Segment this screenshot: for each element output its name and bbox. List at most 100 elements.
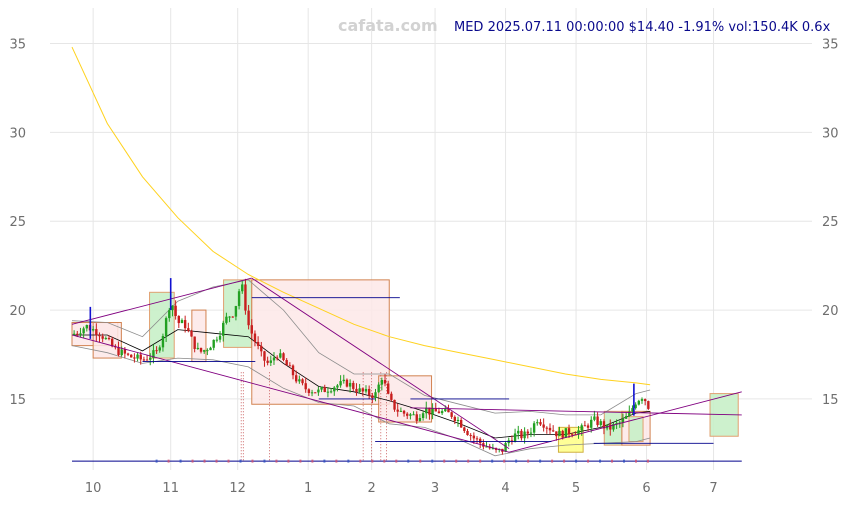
x-tick-label: 12 [229, 481, 246, 496]
candle-body [529, 432, 533, 434]
candle-body [590, 419, 593, 428]
candle-body [136, 354, 139, 359]
baseline-marker [323, 459, 326, 463]
candle-body [304, 383, 307, 390]
candle-body [155, 350, 158, 352]
candle-body [377, 384, 380, 393]
x-tick-label: 11 [162, 481, 179, 496]
candle-body [383, 379, 387, 384]
trend-line [71, 277, 252, 325]
candle-body [282, 353, 285, 361]
y-axis-left: 15 20 25 30 35 [9, 38, 26, 408]
baseline-marker [263, 459, 266, 463]
candle-body [110, 338, 114, 347]
baseline-marker [347, 459, 350, 463]
candle-body [459, 419, 463, 428]
candle-body [301, 379, 304, 384]
candle-body [577, 430, 580, 435]
baseline-marker [383, 459, 386, 463]
candle-body [517, 430, 520, 434]
overlay-lines [71, 277, 742, 463]
x-tick-label: 10 [85, 481, 102, 496]
candle-body [624, 416, 628, 419]
candle-body [472, 435, 476, 439]
x-tick-label: 5 [572, 481, 580, 496]
candle-body [355, 388, 358, 392]
candle-body [168, 310, 171, 319]
trend-line [251, 277, 510, 450]
x-tick-label: 7 [709, 481, 717, 496]
x-tick-label: 6 [642, 481, 650, 496]
candle-body [142, 359, 146, 361]
y-tick-label: 25 [822, 215, 839, 230]
candle-body [256, 341, 260, 346]
candle-body [437, 411, 441, 414]
candle-body [634, 404, 637, 409]
candle-body [174, 305, 177, 316]
candle-body [399, 410, 403, 412]
candle-body [361, 388, 365, 392]
baseline-marker [395, 459, 398, 463]
candle-body [247, 310, 250, 326]
candle-body [628, 411, 631, 417]
candle-body [593, 416, 596, 420]
trend-line [71, 334, 510, 453]
candle-body [234, 306, 238, 317]
candle-body [164, 318, 168, 337]
candle-body [228, 316, 231, 318]
candle-body [421, 413, 425, 418]
baseline-marker [275, 459, 278, 463]
candle-body [152, 350, 155, 358]
y-tick-label: 20 [822, 304, 839, 319]
candle-body [564, 428, 568, 438]
candle-body [218, 335, 222, 340]
candle-body [450, 412, 453, 417]
candle-body [567, 428, 571, 435]
baseline-marker [503, 459, 506, 463]
baseline-marker [551, 459, 554, 463]
candle-body [352, 382, 355, 389]
candle-body [212, 339, 215, 348]
candle-body [551, 430, 555, 432]
x-tick-label: 2 [367, 481, 375, 496]
candle-body [275, 357, 279, 359]
y-tick-label: 35 [822, 38, 839, 53]
candle-body [599, 421, 602, 426]
candle-body [513, 433, 517, 442]
candle-body [171, 305, 174, 311]
candle-body [418, 417, 422, 421]
zone-box-green [223, 279, 253, 348]
candle-body [396, 409, 399, 412]
y-tick-label: 15 [822, 393, 839, 408]
candle-body [104, 338, 108, 340]
candle-body [285, 360, 288, 366]
candle-body [244, 284, 247, 311]
candle-body [206, 350, 209, 352]
ma-long-line [71, 46, 651, 386]
y-axis-right: 15 20 25 30 35 [822, 38, 839, 408]
candle-body [336, 385, 339, 388]
candle-body [647, 401, 650, 409]
candle-body [82, 328, 85, 334]
baseline-marker [371, 459, 374, 463]
candle-body [539, 422, 542, 425]
baseline-marker [611, 459, 614, 463]
candle-body [367, 388, 371, 396]
candle-body [561, 430, 564, 438]
candle-body [101, 336, 104, 339]
candle-body [237, 291, 241, 307]
candle-body [145, 359, 149, 361]
candle-body [130, 354, 133, 358]
candle-body [326, 391, 330, 393]
candle-body [526, 431, 529, 434]
candle-body [209, 347, 212, 351]
candle-body [298, 379, 301, 382]
candle-body [469, 435, 472, 437]
candle-body [91, 329, 95, 331]
candle-body [79, 333, 82, 335]
candle-body [320, 387, 323, 390]
baseline-marker [479, 459, 482, 463]
candle-body [253, 333, 257, 342]
candle-body [570, 434, 574, 436]
candle-body [85, 325, 89, 329]
